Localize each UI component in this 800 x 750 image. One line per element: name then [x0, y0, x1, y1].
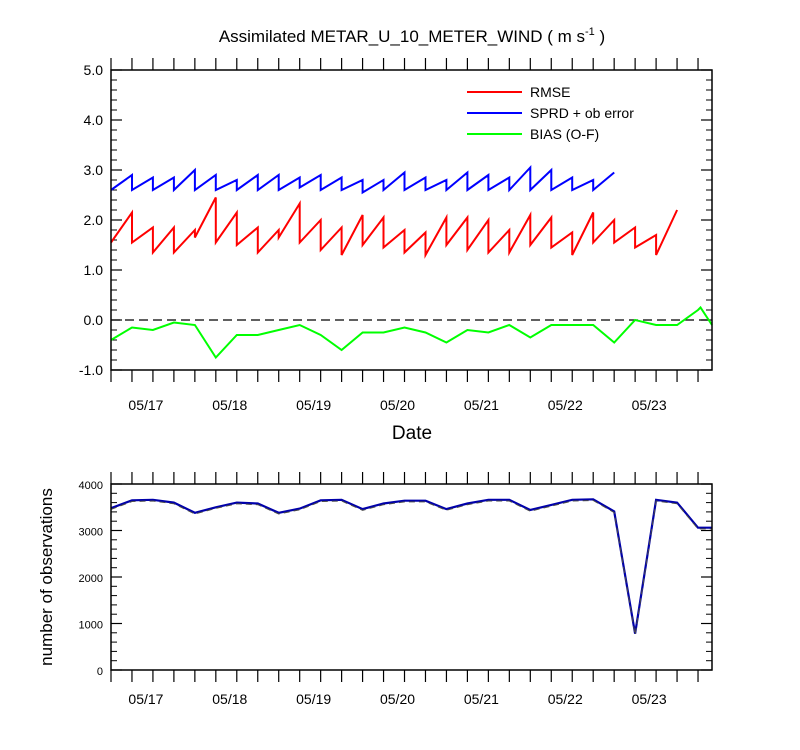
- top-plot-frame: [110, 69, 713, 371]
- top-chart-panel: Assimilated METAR_U_10_METER_WIND ( m s-…: [79, 26, 713, 444]
- top-x-tick-label: 05/17: [128, 397, 163, 413]
- top-y-tick-label: 5.0: [84, 62, 104, 78]
- top-x-tick-label: 05/20: [380, 397, 415, 413]
- chart-title-text: Assimilated METAR_U_10_METER_WIND ( m s: [219, 27, 585, 46]
- bottom-y-tick-label: 2000: [79, 573, 103, 585]
- top-axis-ticks: -1.0 0.0 1.0 2.0 3.0 4.0 5.0 05/17 05/18 05/19 05/…: [79, 58, 712, 413]
- legend-label: BIAS (O-F): [530, 126, 599, 142]
- bottom-y-tick-label: 4000: [79, 480, 103, 492]
- bottom-plot-frame: [110, 483, 713, 671]
- bottom-y-tick-label: 0: [97, 666, 103, 678]
- top-x-tick-label: 05/21: [464, 397, 499, 413]
- bottom-axis-ticks: 0 1000 2000 3000 4000 05/17 05/18 05/19 05/20 05/…: [79, 472, 712, 707]
- top-y-tick-label: 1.0: [84, 262, 104, 278]
- bottom-x-tick-label: 05/23: [632, 691, 667, 707]
- chart-title-unit-exponent: -1: [585, 26, 595, 38]
- bottom-y-tick-label: 3000: [79, 527, 103, 539]
- bottom-chart-panel: 0 1000 2000 3000 4000 05/17 05/18 05/19 05/20 05/…: [37, 472, 713, 707]
- top-x-tick-label: 05/22: [548, 397, 583, 413]
- chart-title: Assimilated METAR_U_10_METER_WIND ( m s-…: [219, 26, 605, 46]
- top-y-tick-label: -1.0: [79, 362, 103, 378]
- top-series-lines: [110, 164, 713, 360]
- top-y-tick-label: 2.0: [84, 212, 104, 228]
- legend: RMSE SPRD + ob error BIAS (O-F): [467, 84, 634, 142]
- top-y-tick-label: 0.0: [84, 312, 104, 328]
- top-x-tick-label: 05/19: [296, 397, 331, 413]
- chart-title-close: ): [595, 27, 605, 46]
- bottom-x-tick-label: 05/18: [212, 691, 247, 707]
- top-y-tick-label: 4.0: [84, 112, 104, 128]
- legend-label: SPRD + ob error: [530, 105, 634, 121]
- bottom-x-tick-label: 05/21: [464, 691, 499, 707]
- bottom-series-lines: [110, 498, 712, 635]
- observations-count-line: [110, 498, 712, 634]
- top-x-tick-label: 05/23: [632, 397, 667, 413]
- series-line-rmse: [110, 197, 679, 259]
- observations-count-line-overlay: [110, 499, 712, 635]
- legend-label: RMSE: [530, 84, 570, 100]
- bottom-x-tick-label: 05/19: [296, 691, 331, 707]
- x-axis-label: Date: [392, 423, 432, 444]
- y-axis-label: number of observations: [37, 488, 56, 666]
- bottom-x-tick-label: 05/20: [380, 691, 415, 707]
- bottom-y-tick-label: 1000: [79, 620, 103, 632]
- bottom-x-tick-label: 05/17: [128, 691, 163, 707]
- series-line-sprd-ob-error: [110, 164, 615, 195]
- series-line-bias-o-f: [110, 305, 713, 360]
- top-y-tick-label: 3.0: [84, 162, 104, 178]
- bottom-x-tick-label: 05/22: [548, 691, 583, 707]
- top-x-tick-label: 05/18: [212, 397, 247, 413]
